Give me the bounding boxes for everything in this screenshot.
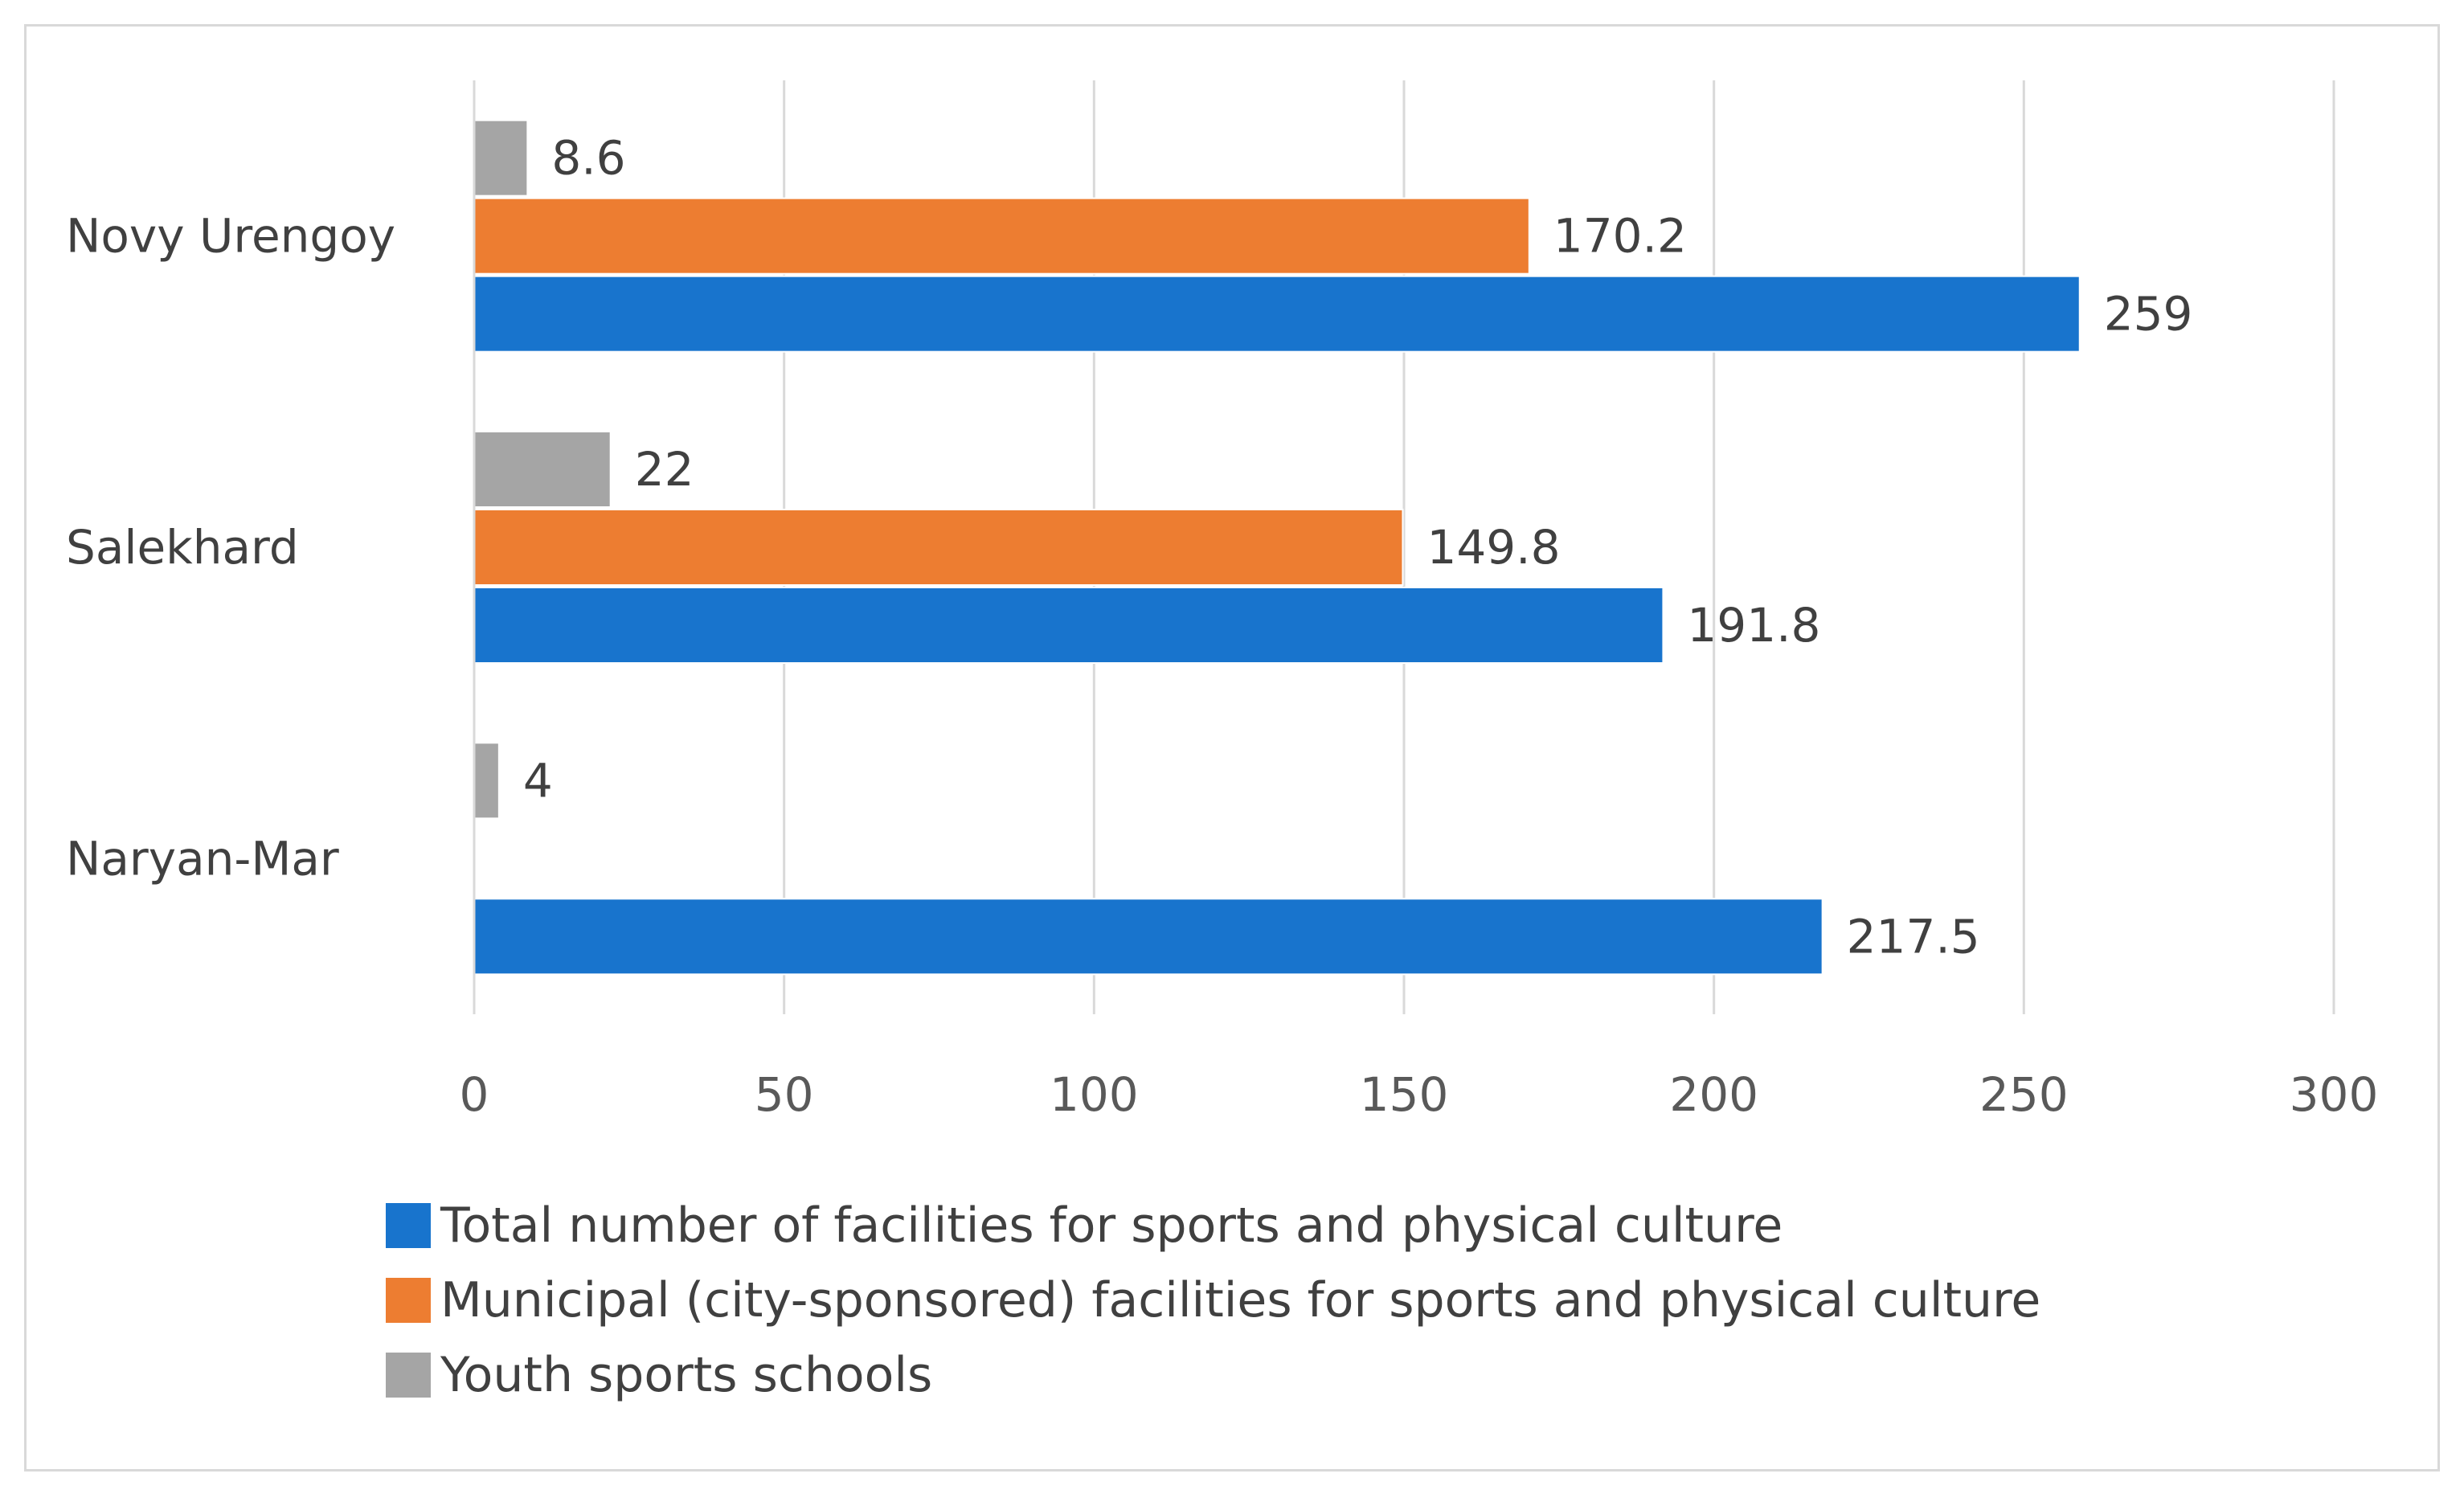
legend-swatch-total (386, 1202, 431, 1248)
data-label-salekhard-0: 22 (635, 442, 694, 497)
legend-item-total: Total number of facilities for sports an… (386, 1188, 2040, 1263)
x-tick-label-250: 250 (1979, 1067, 2069, 1122)
bar-naryan-mar-youth-sports-schools (473, 742, 500, 820)
bar-salekhard-total-number-of-faciliti (473, 587, 1664, 664)
x-tick-label-50: 50 (755, 1067, 814, 1122)
bar-naryan-mar-total-number-of-faciliti (473, 898, 1823, 976)
data-label-novy-urengoy-1: 170.2 (1553, 209, 1687, 264)
legend-swatch-youth (386, 1352, 431, 1398)
data-label-salekhard-1: 149.8 (1426, 520, 1560, 575)
legend-item-municipal: Municipal (city-sponsored) facilities fo… (386, 1263, 2040, 1337)
legend-label-total: Total number of facilities for sports an… (440, 1197, 1783, 1254)
bar-salekhard-municipal-city-sponsored (473, 509, 1404, 586)
bar-novy-urengoy-municipal-city-sponsored (473, 197, 1530, 275)
bar-novy-urengoy-youth-sports-schools (473, 119, 529, 197)
category-label-salekhard: Salekhard (66, 520, 299, 575)
data-label-novy-urengoy-2: 259 (2104, 287, 2193, 342)
legend-item-youth: Youth sports schools (386, 1337, 2040, 1412)
data-label-novy-urengoy-0: 8.6 (551, 131, 625, 186)
x-tick-label-150: 150 (1360, 1067, 1449, 1122)
category-label-naryan-mar: Naryan-Mar (66, 831, 339, 886)
chart-legend: Total number of facilities for sports an… (386, 1188, 2040, 1412)
category-label-novy-urengoy: Novy Urengoy (66, 209, 395, 264)
x-tick-label-200: 200 (1669, 1067, 1758, 1122)
data-label-naryan-mar-2: 217.5 (1847, 909, 1980, 964)
data-label-naryan-mar-0: 4 (523, 753, 553, 808)
legend-label-youth: Youth sports schools (440, 1346, 933, 1403)
x-tick-label-0: 0 (460, 1067, 489, 1122)
legend-label-municipal: Municipal (city-sponsored) facilities fo… (440, 1271, 2041, 1328)
x-tick-label-300: 300 (2290, 1067, 2379, 1122)
bar-salekhard-youth-sports-schools (473, 431, 612, 508)
x-tick-label-100: 100 (1050, 1067, 1139, 1122)
bar-novy-urengoy-total-number-of-faciliti (473, 275, 2081, 353)
data-label-salekhard-2: 191.8 (1687, 598, 1820, 653)
legend-swatch-municipal (386, 1277, 431, 1323)
